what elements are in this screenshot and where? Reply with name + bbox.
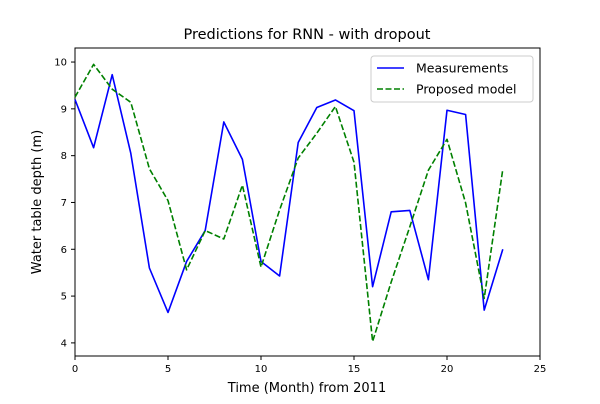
y-tick-label: 10 (54, 58, 67, 69)
legend-label-proposed-model: Proposed model (416, 82, 516, 97)
x-tick-label: 20 (441, 364, 454, 375)
y-axis-title: Water table depth (m) (30, 130, 45, 274)
legend-box (370, 55, 534, 103)
y-tick-label: 4 (61, 338, 67, 349)
series-line-measurements (74, 73, 504, 314)
x-tick-label: 25 (534, 364, 547, 375)
x-tick-label: 5 (165, 364, 171, 375)
x-axis-title: Time (Month) from 2011 (227, 381, 386, 396)
y-tick-label: 7 (61, 198, 67, 209)
x-tick-label: 10 (255, 364, 268, 375)
y-tick-label: 8 (61, 151, 67, 162)
chart-title: Predictions for RNN - with dropout (183, 27, 430, 43)
y-tick-label: 6 (61, 245, 67, 256)
y-tick-label: 5 (61, 292, 67, 303)
x-tick-label: 15 (348, 364, 361, 375)
legend-label-measurements: Measurements (416, 61, 508, 76)
x-tick-label: 0 (72, 364, 78, 375)
series-line-proposed-model (74, 63, 504, 343)
y-tick-label: 9 (61, 104, 67, 115)
